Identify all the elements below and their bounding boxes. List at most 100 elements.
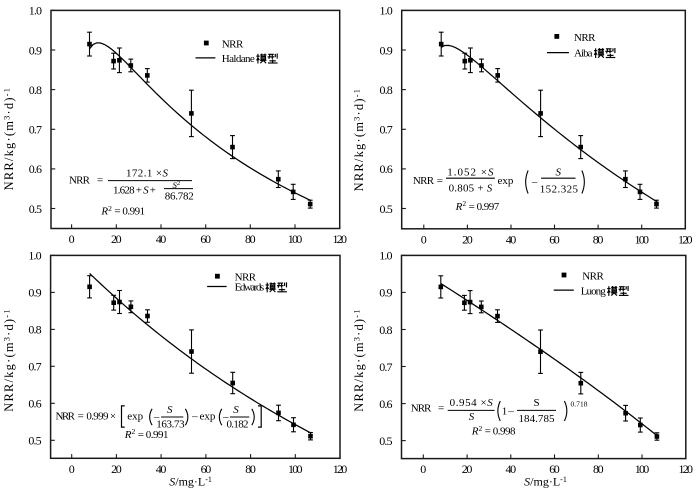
svg-text:120: 120 (679, 462, 694, 476)
svg-text:0: 0 (69, 232, 75, 246)
svg-text:0.9: 0.9 (28, 286, 41, 300)
svg-text:100: 100 (288, 232, 303, 246)
svg-text:Edwards: Edwards (235, 282, 265, 294)
svg-text:86.782: 86.782 (165, 190, 194, 202)
svg-text:0.9: 0.9 (29, 43, 42, 57)
svg-text:S/mg·L-1: S/mg·L-1 (524, 474, 567, 488)
svg-text:0.8: 0.8 (379, 323, 392, 337)
svg-text:1.0: 1.0 (380, 4, 393, 18)
svg-text:= 0.991: = 0.991 (138, 429, 169, 441)
svg-text:0.182: 0.182 (226, 418, 248, 430)
svg-text:0.6: 0.6 (29, 162, 42, 176)
svg-text:S: S (233, 404, 239, 416)
svg-text:1.0: 1.0 (29, 4, 42, 18)
svg-text:NRR: NRR (235, 271, 257, 283)
svg-text:0.9: 0.9 (379, 286, 392, 300)
svg-text:= 0.998: = 0.998 (485, 426, 516, 438)
svg-text:0.805 + S: 0.805 + S (449, 183, 493, 195)
svg-text:100: 100 (288, 462, 303, 476)
svg-text:1.052 ×S: 1.052 ×S (447, 167, 494, 179)
svg-text:R2: R2 (124, 427, 136, 441)
svg-text:S: S (469, 411, 475, 423)
svg-text:0.5: 0.5 (28, 434, 41, 448)
svg-text:20: 20 (111, 232, 122, 246)
svg-text:0.7: 0.7 (379, 360, 392, 374)
svg-text:120: 120 (678, 232, 693, 246)
svg-text:–: – (153, 411, 160, 423)
svg-text:NRR/kg·(m3·d)-1: NRR/kg·(m3·d)-1 (352, 88, 366, 191)
svg-text:163.73: 163.73 (156, 418, 185, 430)
svg-text:120: 120 (332, 232, 347, 246)
svg-text:0.7: 0.7 (380, 123, 393, 137)
svg-text:0: 0 (421, 232, 427, 246)
svg-text:= 0.997: = 0.997 (469, 201, 500, 213)
svg-text:R2: R2 (100, 204, 112, 218)
svg-text:100: 100 (634, 232, 649, 246)
svg-text:40: 40 (506, 462, 517, 476)
svg-text:=: = (78, 410, 84, 422)
svg-text:S/mg·L-1: S/mg·L-1 (169, 474, 212, 488)
svg-text:1 –: 1 – (502, 406, 515, 418)
svg-text:0.5: 0.5 (380, 202, 393, 216)
svg-text:R2: R2 (471, 424, 483, 438)
svg-text:Aiba: Aiba (574, 47, 593, 59)
svg-text:S: S (533, 397, 539, 409)
svg-text:80: 80 (245, 232, 256, 246)
svg-text:=: = (437, 175, 443, 187)
svg-text:NRR: NRR (56, 410, 76, 422)
svg-text:S2: S2 (172, 180, 180, 190)
svg-text:40: 40 (156, 232, 167, 246)
svg-text:0.6: 0.6 (380, 162, 393, 176)
svg-text:40: 40 (156, 462, 167, 476)
svg-text:0.5: 0.5 (29, 202, 42, 216)
svg-text:0.718: 0.718 (571, 400, 588, 409)
svg-text:1.0: 1.0 (28, 249, 41, 263)
svg-text:exp: exp (498, 175, 514, 187)
svg-text:0.954 ×S: 0.954 ×S (450, 397, 494, 409)
svg-text:=: = (97, 174, 103, 186)
svg-text:20: 20 (111, 462, 122, 476)
svg-text:0.8: 0.8 (28, 323, 41, 337)
svg-text:0.8: 0.8 (380, 83, 393, 97)
svg-text:–: – (191, 410, 198, 422)
svg-text:1.628 + S +: 1.628 + S + (113, 185, 156, 197)
svg-text:R2: R2 (455, 199, 467, 213)
svg-text:0.7: 0.7 (28, 360, 41, 374)
svg-text:0.8: 0.8 (29, 83, 42, 97)
svg-text:NRR: NRR (222, 39, 244, 51)
svg-text:NRR/kg·(m3·d)-1: NRR/kg·(m3·d)-1 (2, 87, 16, 190)
svg-text:0.5: 0.5 (379, 434, 392, 448)
svg-text:exp: exp (127, 410, 143, 422)
svg-text:80: 80 (593, 232, 604, 246)
svg-text:0: 0 (420, 462, 426, 476)
svg-text:152.325: 152.325 (540, 184, 579, 196)
svg-text:NRR/kg·(m3·d)-1: NRR/kg·(m3·d)-1 (2, 308, 16, 411)
svg-text:20: 20 (462, 232, 473, 246)
svg-text:exp: exp (200, 410, 216, 422)
svg-text:80: 80 (245, 462, 256, 476)
svg-text:–: – (222, 411, 229, 423)
svg-text:0.6: 0.6 (28, 397, 41, 411)
svg-text:NRR: NRR (69, 174, 91, 186)
svg-text:80: 80 (593, 462, 604, 476)
svg-text:40: 40 (506, 232, 517, 246)
svg-text:0.999 ×: 0.999 × (86, 410, 116, 422)
svg-text:Haldane: Haldane (222, 53, 255, 65)
svg-text:60: 60 (200, 232, 211, 246)
svg-text:20: 20 (462, 462, 473, 476)
svg-text:NRR/kg·(m3·d)-1: NRR/kg·(m3·d)-1 (352, 308, 366, 411)
svg-text:Luong: Luong (581, 285, 607, 297)
svg-text:60: 60 (201, 462, 212, 476)
svg-text:S: S (167, 404, 173, 416)
svg-text:NRR: NRR (411, 402, 432, 414)
svg-text:1.0: 1.0 (379, 249, 392, 263)
svg-text:NRR: NRR (582, 270, 604, 282)
svg-text:= 0.991: = 0.991 (114, 206, 145, 218)
svg-text:100: 100 (635, 462, 650, 476)
svg-text:–: – (531, 176, 538, 188)
svg-text:0.6: 0.6 (379, 397, 392, 411)
svg-text:60: 60 (549, 232, 560, 246)
svg-text:0.9: 0.9 (380, 43, 393, 57)
svg-text:184.785: 184.785 (519, 413, 556, 425)
svg-text:NRR: NRR (574, 32, 596, 44)
